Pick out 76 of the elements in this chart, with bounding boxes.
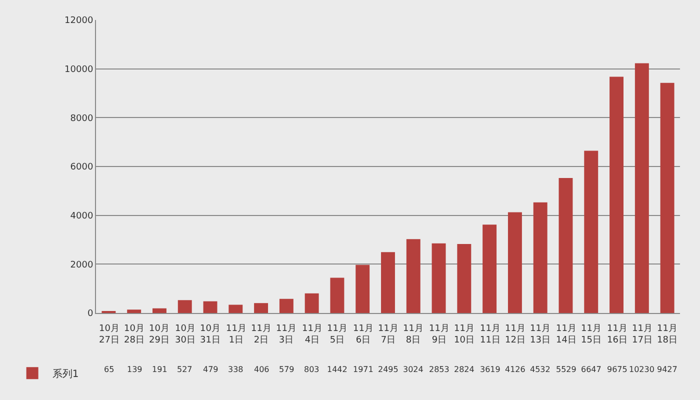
data-label: 65 [104, 365, 114, 374]
data-label: 9675 [607, 365, 628, 374]
bar [381, 252, 395, 313]
x-tick-label: 11月5日 [327, 324, 348, 346]
x-tick-label: 11月14日 [556, 324, 576, 346]
x-tick-label: 11月13日 [530, 324, 550, 346]
data-label: 2495 [378, 365, 398, 374]
bar [432, 243, 446, 313]
bar [610, 76, 624, 313]
data-label: 338 [228, 365, 244, 374]
data-label: 191 [152, 365, 168, 374]
data-label: 527 [177, 365, 192, 374]
x-tick-label: 10月30日 [175, 324, 196, 346]
bar [228, 304, 243, 313]
y-tick-label: 0 [87, 309, 94, 320]
x-tick-label: 10月31日 [200, 324, 220, 346]
x-tick-label: 11月10日 [454, 324, 474, 346]
x-tick-label: 11月15日 [581, 324, 602, 346]
data-label: 3024 [403, 365, 424, 374]
data-label: 9427 [657, 365, 678, 374]
y-tick-label: 2000 [70, 260, 94, 270]
data-label: 139 [127, 365, 142, 374]
bar [304, 293, 319, 313]
data-label: 3619 [480, 365, 500, 374]
x-tick-label: 11月11日 [480, 324, 500, 346]
bar [533, 202, 548, 313]
y-tick-label: 10000 [64, 64, 94, 75]
data-label: 4532 [530, 365, 550, 374]
bar [279, 298, 294, 313]
data-label: 4126 [505, 365, 526, 374]
bar [330, 278, 344, 313]
y-tick-label: 4000 [70, 211, 94, 222]
x-tick-label: 11月3日 [276, 324, 296, 346]
x-tick-label: 10月28日 [124, 324, 144, 346]
data-label: 406 [254, 365, 270, 374]
data-label: 5529 [556, 365, 576, 374]
x-tick-label: 11月16日 [607, 324, 628, 346]
data-label: 1971 [353, 365, 374, 374]
x-tick-label: 11月2日 [251, 324, 272, 346]
x-tick-label: 11月9日 [429, 324, 450, 346]
data-label: 2824 [454, 365, 474, 374]
bar [152, 308, 166, 313]
x-tick-label: 10月27日 [99, 324, 120, 346]
x-tick-label: 11月7日 [378, 324, 398, 346]
x-tick-label: 11月6日 [353, 324, 374, 346]
bar [634, 63, 649, 313]
x-tick-label: 11月18日 [657, 324, 678, 346]
x-tick-label: 11月8日 [403, 324, 424, 346]
bar [482, 224, 497, 313]
data-label: 10230 [629, 365, 654, 374]
bar [127, 310, 142, 313]
bar [457, 244, 472, 313]
bar [254, 303, 268, 313]
data-label: 803 [304, 365, 320, 374]
data-label: 579 [279, 365, 294, 374]
x-tick-label: 10月29日 [149, 324, 170, 346]
bar [584, 150, 598, 313]
bar [558, 178, 573, 313]
y-tick-label: 12000 [64, 16, 94, 26]
bar [178, 300, 192, 313]
bar [203, 301, 218, 313]
x-tick-label: 11月1日 [226, 324, 246, 346]
data-label: 6647 [581, 365, 602, 374]
legend-label: 系列1 [52, 368, 79, 380]
bar [356, 264, 370, 313]
data-label: 2853 [429, 365, 450, 374]
y-tick-label: 6000 [70, 162, 94, 173]
x-tick-label: 11月4日 [302, 324, 322, 346]
data-label: 479 [203, 365, 218, 374]
bar [406, 239, 420, 313]
bar [660, 82, 674, 313]
y-tick-label: 8000 [70, 114, 94, 124]
x-tick-label: 11月17日 [632, 324, 652, 346]
x-tick-label: 11月12日 [505, 324, 526, 346]
bar [508, 212, 522, 313]
data-label: 1442 [327, 365, 348, 374]
